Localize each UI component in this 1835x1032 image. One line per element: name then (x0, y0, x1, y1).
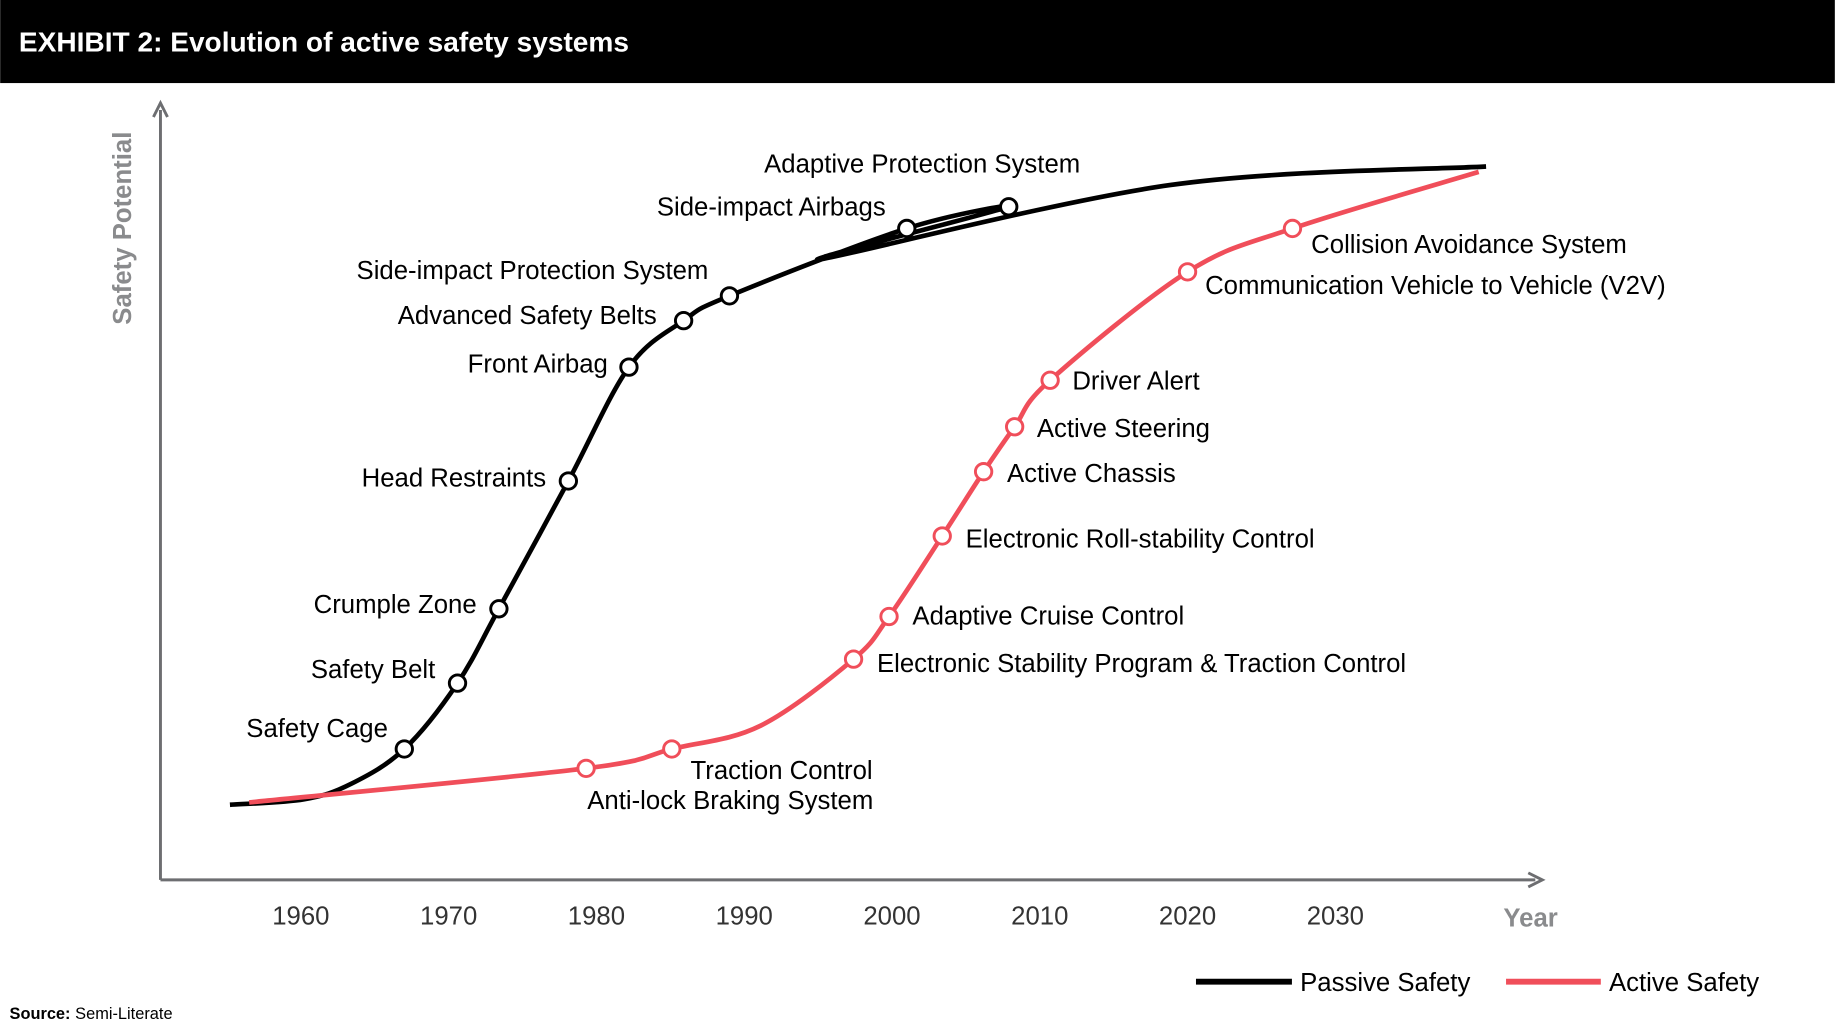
x-tick-label: 2000 (863, 902, 920, 930)
milestone-marker (897, 218, 917, 239)
legend: Passive Safety Active Safety (1195, 969, 1759, 997)
milestone-marker (999, 197, 1019, 217)
milestone-label: Anti-lock Braking System (587, 787, 873, 815)
milestone-label: Side-impact Airbags (657, 193, 886, 221)
milestone-marker (1004, 417, 1025, 437)
milestone-marker (932, 526, 952, 546)
series-passive: Safety Cage Safety Belt Crumple Zone Head R… (229, 151, 1487, 808)
source-text: Semi-Literate (75, 1005, 172, 1023)
legend-item-passive: Passive Safety (1195, 969, 1470, 997)
x-axis: Year 1960 1970 1980 1990 2000 2010 2020 2030 (160, 871, 1558, 933)
milestone-label: Collision Avoidance System (1311, 231, 1627, 259)
milestone-label: Driver Alert (1072, 367, 1199, 395)
milestone-marker (394, 739, 414, 759)
milestone-label: Safety Cage (246, 715, 388, 743)
milestone-marker (576, 758, 596, 779)
milestone-marker (719, 286, 740, 306)
milestone-label: Safety Belt (311, 656, 435, 684)
source-label: Source: (10, 1005, 71, 1023)
milestone-marker (662, 739, 682, 759)
x-axis-label: Year (1503, 905, 1557, 933)
milestone-label: Side-impact Protection System (357, 257, 709, 285)
x-tick-label: 2020 (1159, 902, 1216, 930)
legend-label-passive: Passive Safety (1300, 969, 1470, 997)
milestone-label: Active Chassis (1007, 460, 1176, 488)
milestone-label: Communication Vehicle to Vehicle (V2V) (1205, 272, 1666, 300)
milestone-marker (1282, 218, 1303, 239)
header-bar (0, 0, 1835, 84)
milestone-marker (1177, 262, 1198, 282)
milestone-label: Crumple Zone (314, 591, 477, 619)
x-axis-arrow-icon (1527, 871, 1546, 889)
milestone-marker (558, 471, 579, 491)
milestone-marker (973, 462, 994, 482)
milestone-label: Adaptive Cruise Control (912, 602, 1184, 630)
source-note: Source: Semi-Literate (10, 1005, 173, 1023)
milestone-marker (447, 673, 468, 693)
milestone-label: Traction Control (691, 757, 873, 785)
milestone-label: Head Restraints (362, 465, 547, 493)
y-axis: Safety Potential (109, 99, 169, 880)
milestone-marker (1040, 370, 1060, 390)
milestone-marker (879, 606, 899, 627)
x-tick-label: 1990 (716, 902, 773, 930)
x-tick-label: 2030 (1307, 902, 1364, 930)
milestone-label: Front Airbag (468, 351, 608, 379)
milestone-marker (489, 599, 509, 619)
x-tick-label: 1980 (568, 902, 625, 930)
milestone-label: Electronic Roll-stability Control (966, 525, 1315, 553)
milestone-label: Active Steering (1037, 415, 1210, 443)
milestone-label: Advanced Safety Belts (398, 302, 657, 330)
milestone-label: Electronic Stability Program & Traction … (877, 650, 1406, 678)
x-tick-label: 1970 (420, 902, 477, 930)
x-tick-label: 2010 (1011, 902, 1068, 930)
y-axis-label: Safety Potential (109, 132, 137, 325)
milestone-marker (619, 357, 639, 377)
page-title: EXHIBIT 2: Evolution of active safety sy… (19, 26, 629, 57)
legend-label-active: Active Safety (1609, 969, 1759, 997)
legend-item-active: Active Safety (1506, 969, 1759, 997)
x-tick-label: 1960 (272, 902, 329, 930)
y-axis-arrow-icon (152, 99, 169, 118)
milestone-marker (843, 649, 864, 669)
milestone-label: Adaptive Protection System (764, 151, 1080, 179)
milestone-marker (673, 310, 694, 331)
